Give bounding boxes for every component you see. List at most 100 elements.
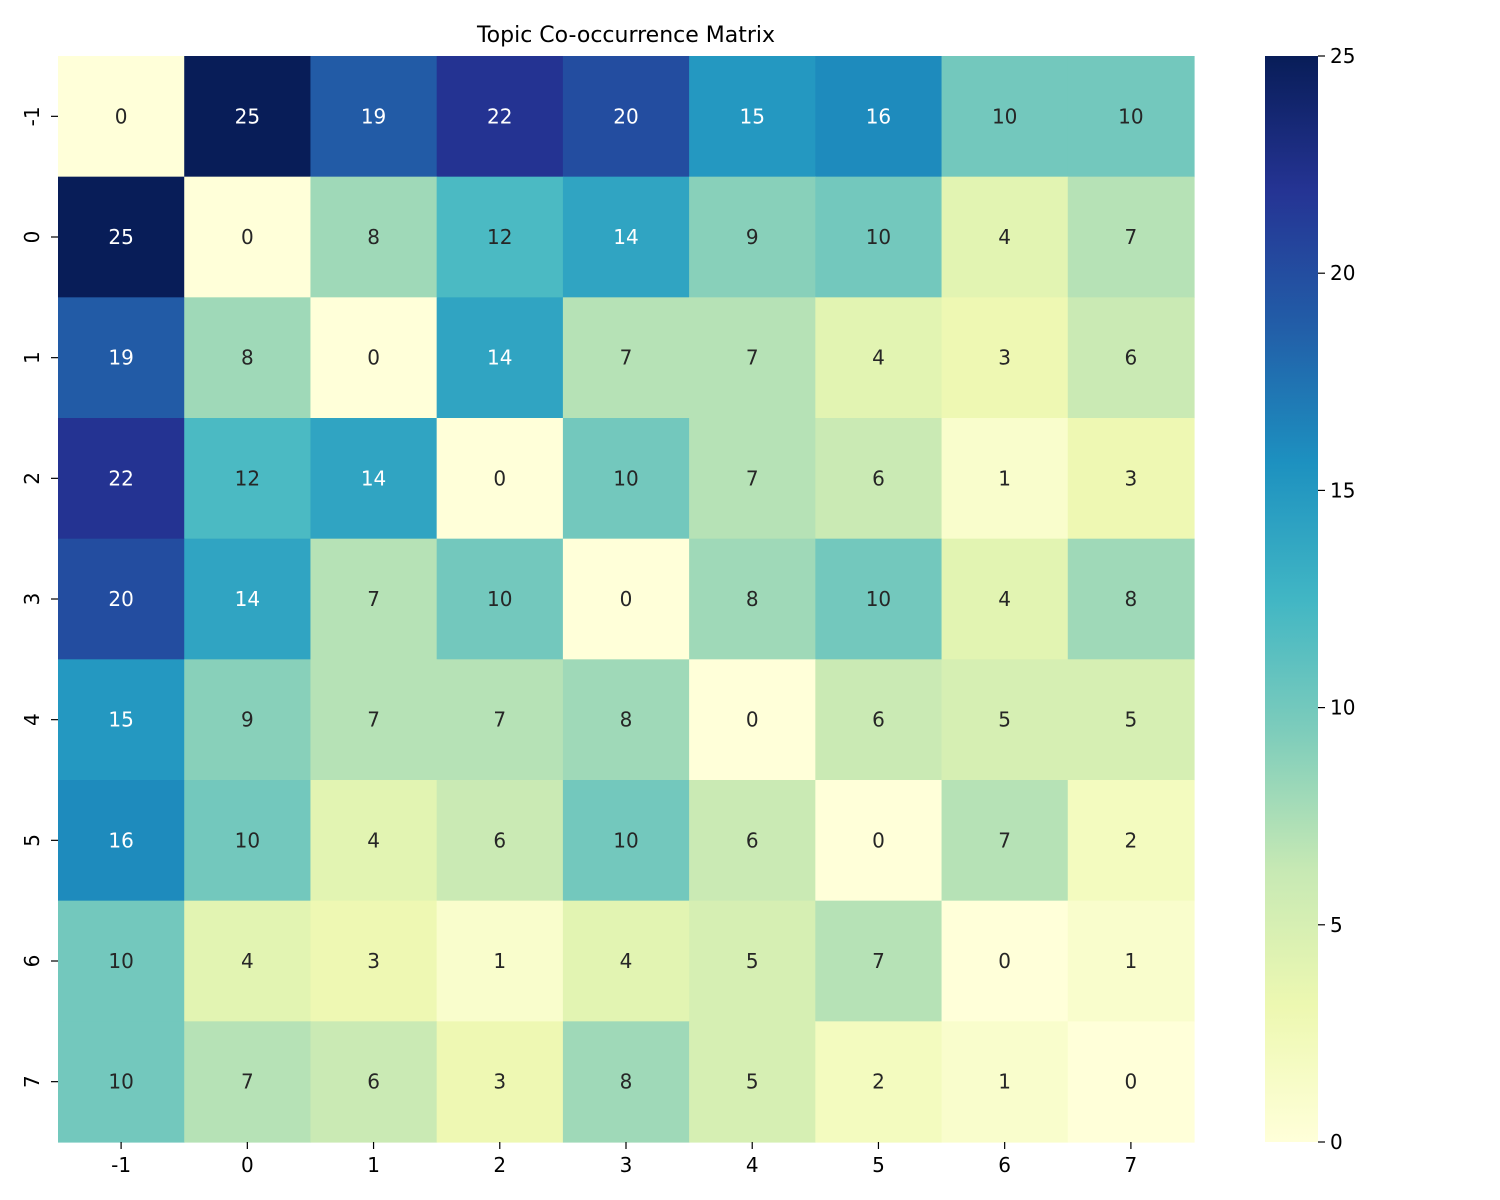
cell-value-label: 6 — [1125, 346, 1138, 370]
cell-value-label: 10 — [613, 466, 638, 490]
cell-value-label: 10 — [992, 104, 1017, 128]
heatmap-cell — [941, 176, 1069, 298]
heatmap-cell — [941, 780, 1069, 902]
cell-value-label: 7 — [746, 346, 759, 370]
heatmap-cell — [941, 1021, 1069, 1143]
y-tick-label: 0 — [20, 231, 44, 244]
heatmap-cell — [1067, 659, 1195, 781]
heatmap-cell — [436, 900, 564, 1022]
heatmap-cell — [815, 1021, 943, 1143]
cell-value-label: 1 — [493, 949, 506, 973]
heatmap-cell — [184, 1021, 312, 1143]
y-tick-label: 3 — [20, 593, 44, 606]
y-tick-label: 4 — [20, 713, 44, 726]
x-tick-label: 6 — [998, 1153, 1011, 1177]
cell-value-label: 0 — [1125, 1070, 1138, 1094]
y-tick-label: 1 — [20, 351, 44, 364]
heatmap-cell — [58, 538, 185, 660]
chart-title: Topic Co-occurrence Matrix — [476, 23, 775, 48]
heatmap-cell — [436, 418, 564, 540]
heatmap-cell — [310, 538, 438, 660]
heatmap-cell — [815, 418, 943, 540]
cell-value-label: 4 — [872, 346, 885, 370]
cell-value-label: 16 — [108, 828, 133, 852]
heatmap-cell — [310, 56, 438, 178]
cell-value-label: 22 — [487, 104, 512, 128]
heatmap-cell — [1067, 418, 1195, 540]
x-tick-label: 4 — [746, 1153, 759, 1177]
cell-value-label: 0 — [493, 466, 506, 490]
cell-value-label: 4 — [620, 949, 633, 973]
colorbar-tick-label: 15 — [1330, 478, 1355, 502]
cell-value-label: 10 — [1118, 104, 1143, 128]
heatmap-cell — [184, 780, 312, 902]
cell-value-label: 9 — [746, 225, 759, 249]
heatmap-cell — [689, 538, 816, 660]
heatmap-cell — [689, 900, 816, 1022]
cell-value-label: 3 — [998, 346, 1011, 370]
cell-value-label: 8 — [620, 1070, 633, 1094]
heatmap-cell — [941, 538, 1069, 660]
heatmap-cell — [184, 418, 312, 540]
heatmap-cell — [941, 297, 1069, 419]
y-axis: -1 0 1 2 3 4 5 6 7 — [20, 106, 58, 1088]
colorbar-tick-label: 5 — [1330, 913, 1343, 937]
cell-value-label: 4 — [998, 225, 1011, 249]
cell-value-label: 0 — [746, 708, 759, 732]
heatmap-cell — [184, 56, 312, 178]
heatmap-cell — [58, 659, 185, 781]
y-tick-label: 7 — [20, 1075, 44, 1088]
heatmap-cell — [1067, 780, 1195, 902]
cell-value-label: 15 — [739, 104, 764, 128]
cell-value-label: 10 — [108, 949, 133, 973]
cell-value-label: 20 — [108, 587, 133, 611]
heatmap-cell — [58, 1021, 185, 1143]
cell-value-label: 6 — [367, 1070, 380, 1094]
cell-value-label: 7 — [872, 949, 885, 973]
heatmap-cell — [310, 900, 438, 1022]
heatmap-cell — [815, 56, 943, 178]
heatmap-cell — [310, 780, 438, 902]
heatmap-cell — [436, 176, 564, 298]
cell-value-label: 8 — [746, 587, 759, 611]
cell-value-label: 0 — [115, 104, 128, 128]
heatmap-cell — [562, 297, 690, 419]
heatmap-cell — [689, 297, 816, 419]
cell-value-label: 9 — [241, 708, 254, 732]
cell-value-label: 16 — [866, 104, 891, 128]
heatmap-cell — [689, 659, 816, 781]
heatmap-cell — [184, 900, 312, 1022]
cell-value-label: 0 — [872, 828, 885, 852]
cell-value-label: 14 — [235, 587, 260, 611]
colorbar-tick-label: 20 — [1330, 261, 1355, 285]
cell-value-label: 0 — [998, 949, 1011, 973]
heatmap-cell — [562, 56, 690, 178]
cell-value-label: 25 — [235, 104, 260, 128]
cell-value-label: 22 — [108, 466, 133, 490]
heatmap-cell — [815, 297, 943, 419]
heatmap-cell — [436, 56, 564, 178]
heatmap-cell — [58, 56, 185, 178]
cell-value-label: 0 — [241, 225, 254, 249]
heatmap-cell — [562, 659, 690, 781]
x-tick-label: 3 — [620, 1153, 633, 1177]
cell-value-label: 5 — [746, 949, 759, 973]
heatmap-cell — [310, 297, 438, 419]
cell-value-label: 8 — [620, 708, 633, 732]
heatmap-cell — [184, 659, 312, 781]
cell-value-label: 3 — [1125, 466, 1138, 490]
y-tick-label: 6 — [20, 955, 44, 968]
cell-value-label: 2 — [1125, 828, 1138, 852]
cell-value-label: 20 — [613, 104, 638, 128]
heatmap-cell — [815, 900, 943, 1022]
heatmap-cell — [562, 176, 690, 298]
heatmap-cell — [815, 176, 943, 298]
colorbar-tick-label: 10 — [1330, 696, 1355, 720]
cell-value-label: 10 — [613, 828, 638, 852]
cell-value-label: 4 — [367, 828, 380, 852]
cell-value-label: 7 — [367, 708, 380, 732]
cell-value-label: 7 — [746, 466, 759, 490]
cell-value-label: 6 — [493, 828, 506, 852]
heatmap-cell — [815, 538, 943, 660]
